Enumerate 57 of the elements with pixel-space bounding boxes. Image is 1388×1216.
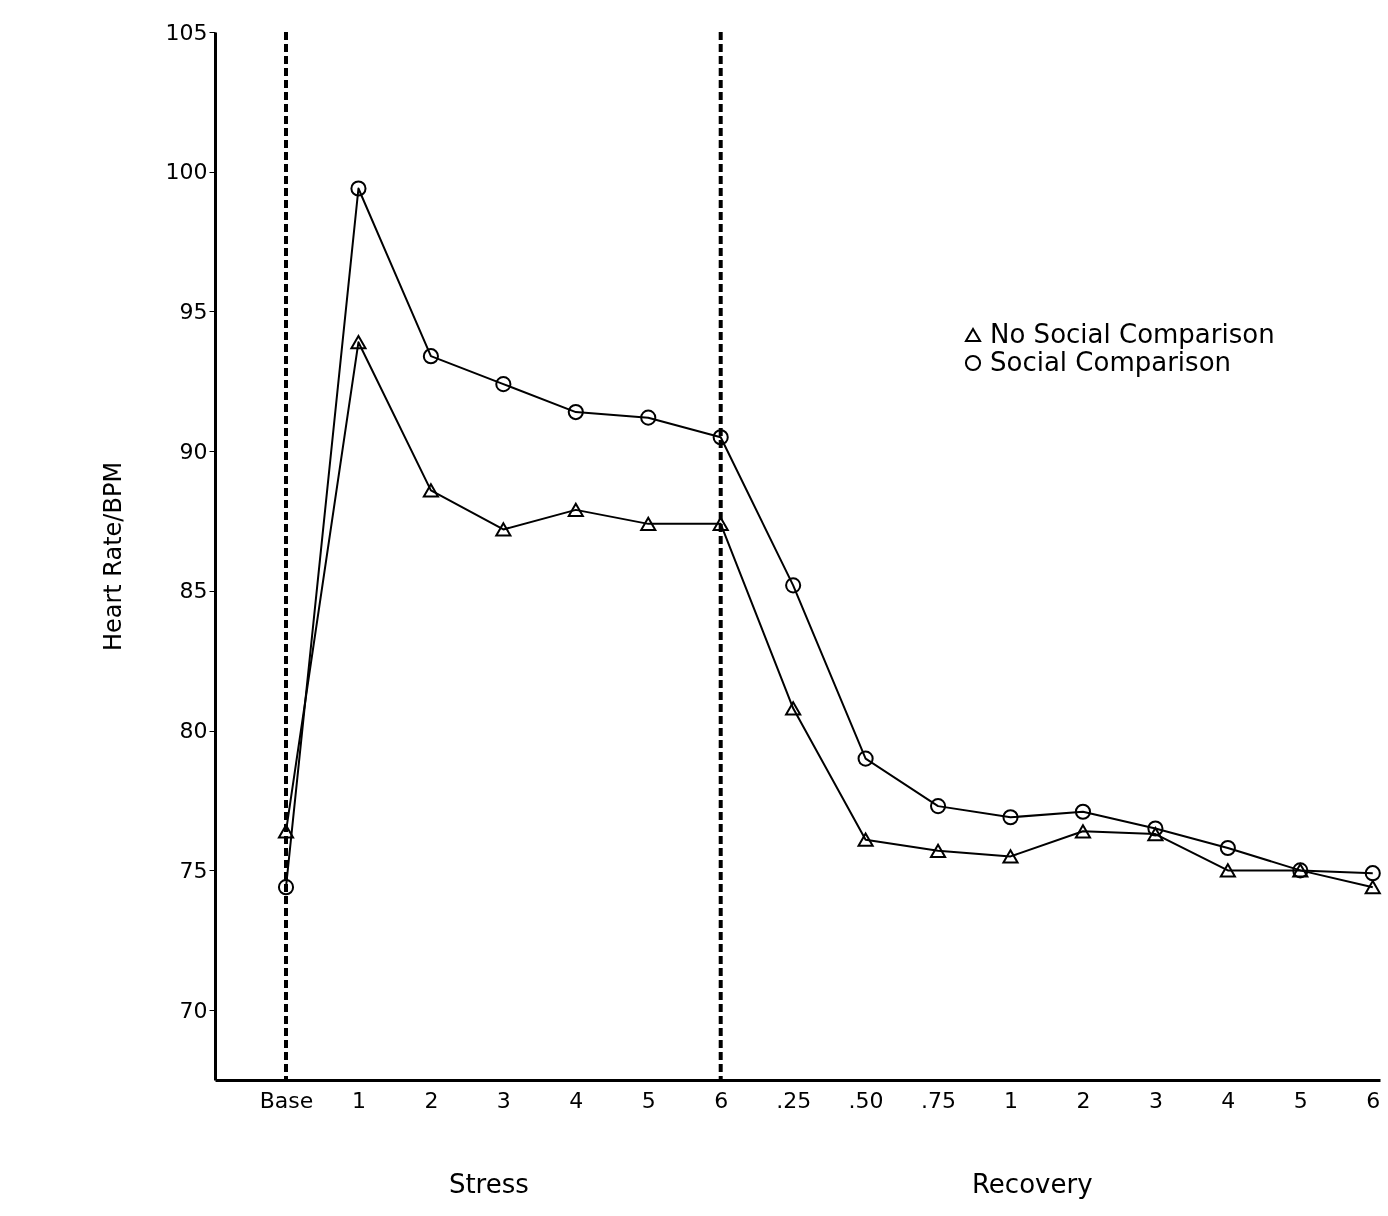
point: [1002, 849, 1019, 864]
point: [785, 577, 802, 594]
text: Stress: [448, 1169, 529, 1199]
x-tick-label: 2: [1076, 1087, 1091, 1113]
point: [929, 798, 947, 815]
point: [1219, 839, 1236, 857]
point: [350, 180, 367, 197]
x-tick-label: 1: [1004, 1087, 1018, 1113]
point: [277, 879, 295, 896]
point: [277, 824, 295, 839]
text: Recovery: [971, 1169, 1093, 1199]
point: [1364, 880, 1381, 895]
y-tick-label: 85: [179, 578, 208, 604]
x-tick-label: .75: [921, 1087, 957, 1113]
y-tick-label: 105: [165, 19, 208, 45]
y-tick-label: 75: [179, 857, 208, 883]
point: [422, 483, 439, 498]
x-tick-label: Base: [259, 1087, 314, 1113]
y-tick-label: 70: [179, 997, 208, 1023]
point: [350, 335, 367, 350]
x-tick-label: 3: [1148, 1087, 1163, 1113]
y-tick-label: 80: [179, 718, 208, 744]
y-tick-label: 95: [179, 298, 208, 324]
point: [1074, 803, 1092, 820]
y-tick-label: 90: [179, 438, 208, 464]
point: [1219, 863, 1236, 878]
x-tick-label: 4: [569, 1087, 584, 1113]
x-tick-label: 6: [1366, 1087, 1381, 1113]
point: [785, 701, 802, 716]
point: [422, 348, 439, 365]
point: [1147, 820, 1164, 837]
point: [857, 832, 874, 847]
point: [1002, 809, 1019, 826]
point: [640, 516, 657, 531]
point: [495, 522, 512, 537]
x-tick-label: 6: [714, 1087, 729, 1113]
x-tick-label: 3: [496, 1087, 511, 1113]
point: [640, 409, 657, 426]
point: [1074, 824, 1092, 839]
point: [1364, 865, 1381, 882]
x-tick-label: .25: [776, 1087, 812, 1113]
point: [567, 404, 584, 421]
point: [495, 376, 512, 393]
point: [857, 750, 874, 767]
point: [929, 843, 947, 858]
legend-label: No Social Comparison: [990, 319, 1275, 349]
x-tick-label: 5: [641, 1087, 656, 1113]
x-tick-label: .50: [848, 1087, 884, 1113]
x-tick-label: 1: [351, 1087, 366, 1113]
y-tick-label: 100: [165, 159, 208, 185]
y-axis-title: Heart Rate/BPM: [98, 461, 127, 652]
x-tick-label: 2: [424, 1087, 439, 1113]
point: [1147, 826, 1164, 842]
x-tick-label: 4: [1221, 1087, 1236, 1113]
point: [567, 502, 584, 518]
x-tick-label: 5: [1293, 1087, 1308, 1113]
point: [712, 429, 729, 446]
